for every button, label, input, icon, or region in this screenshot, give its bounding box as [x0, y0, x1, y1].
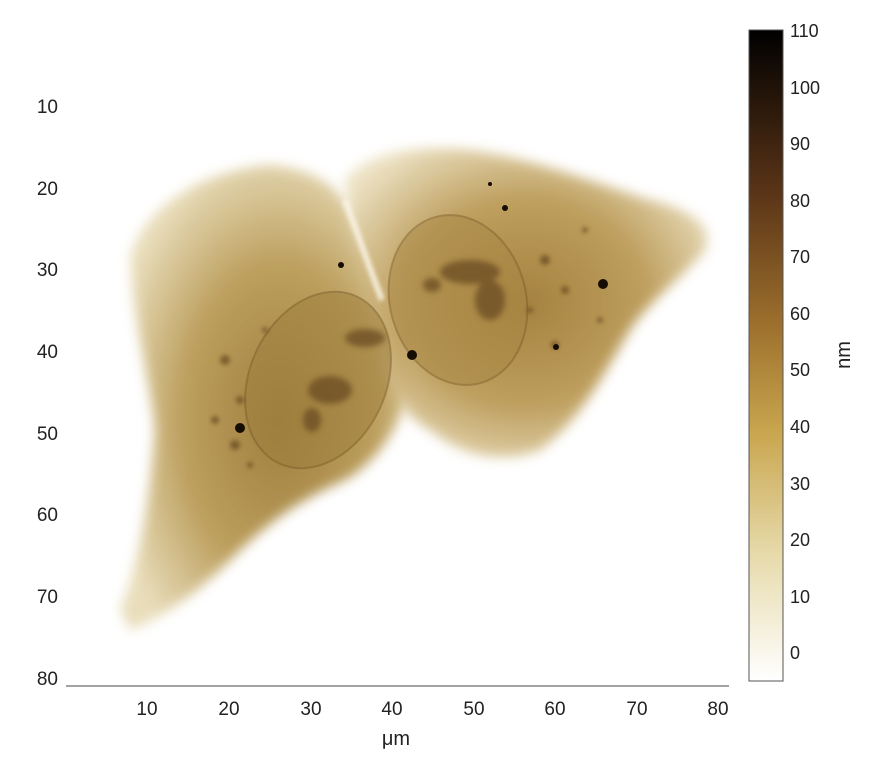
y-tick-label: 30 [37, 260, 58, 281]
colorbar-label: nm [833, 341, 855, 369]
x-tick-label: 20 [218, 699, 239, 720]
x-tick-label: 70 [626, 699, 647, 720]
y-tick-label: 70 [37, 587, 58, 608]
colorbar-tick-label: 60 [790, 304, 810, 324]
x-tick-label: 10 [136, 699, 157, 720]
y-tick-label: 10 [37, 97, 58, 118]
x-tick-label: 50 [463, 699, 484, 720]
colorbar-tick-label: 20 [790, 530, 810, 550]
colorbar-gradient [748, 29, 784, 682]
y-tick-label: 80 [37, 669, 58, 690]
colorbar-tick-label: 70 [790, 247, 810, 267]
colorbar-tick-label: 40 [790, 417, 810, 437]
colorbar-tick-label: 110 [790, 21, 819, 41]
right-nucleus [387, 214, 529, 386]
colorbar-tick-label: 50 [790, 360, 810, 380]
colorbar: 110 100 90 80 70 60 50 40 30 20 10 0 nm [748, 21, 855, 682]
x-axis-label: μm [382, 728, 410, 750]
y-tick-label: 20 [37, 179, 58, 200]
colorbar-tick-label: 100 [790, 78, 820, 98]
nucleoli [303, 260, 505, 432]
afm-height-image [120, 148, 708, 630]
x-tick-label: 80 [707, 699, 728, 720]
colorbar-tick-label: 10 [790, 587, 810, 607]
granules [211, 227, 603, 468]
colorbar-tick-label: 0 [790, 643, 800, 663]
colorbar-tick-label: 30 [790, 474, 810, 494]
y-axis: 10 20 30 40 50 60 70 80 [37, 97, 58, 690]
x-axis: 10 20 30 40 50 60 70 80 μm [136, 699, 728, 750]
colorbar-tick-label: 90 [790, 134, 810, 154]
x-tick-label: 60 [544, 699, 565, 720]
colorbar-tick-label: 80 [790, 191, 810, 211]
x-tick-label: 30 [300, 699, 321, 720]
y-tick-label: 50 [37, 424, 58, 445]
y-tick-label: 60 [37, 505, 58, 526]
x-tick-label: 40 [381, 699, 402, 720]
y-tick-label: 40 [37, 342, 58, 363]
particles [235, 182, 608, 433]
cell-boundary [342, 198, 385, 302]
